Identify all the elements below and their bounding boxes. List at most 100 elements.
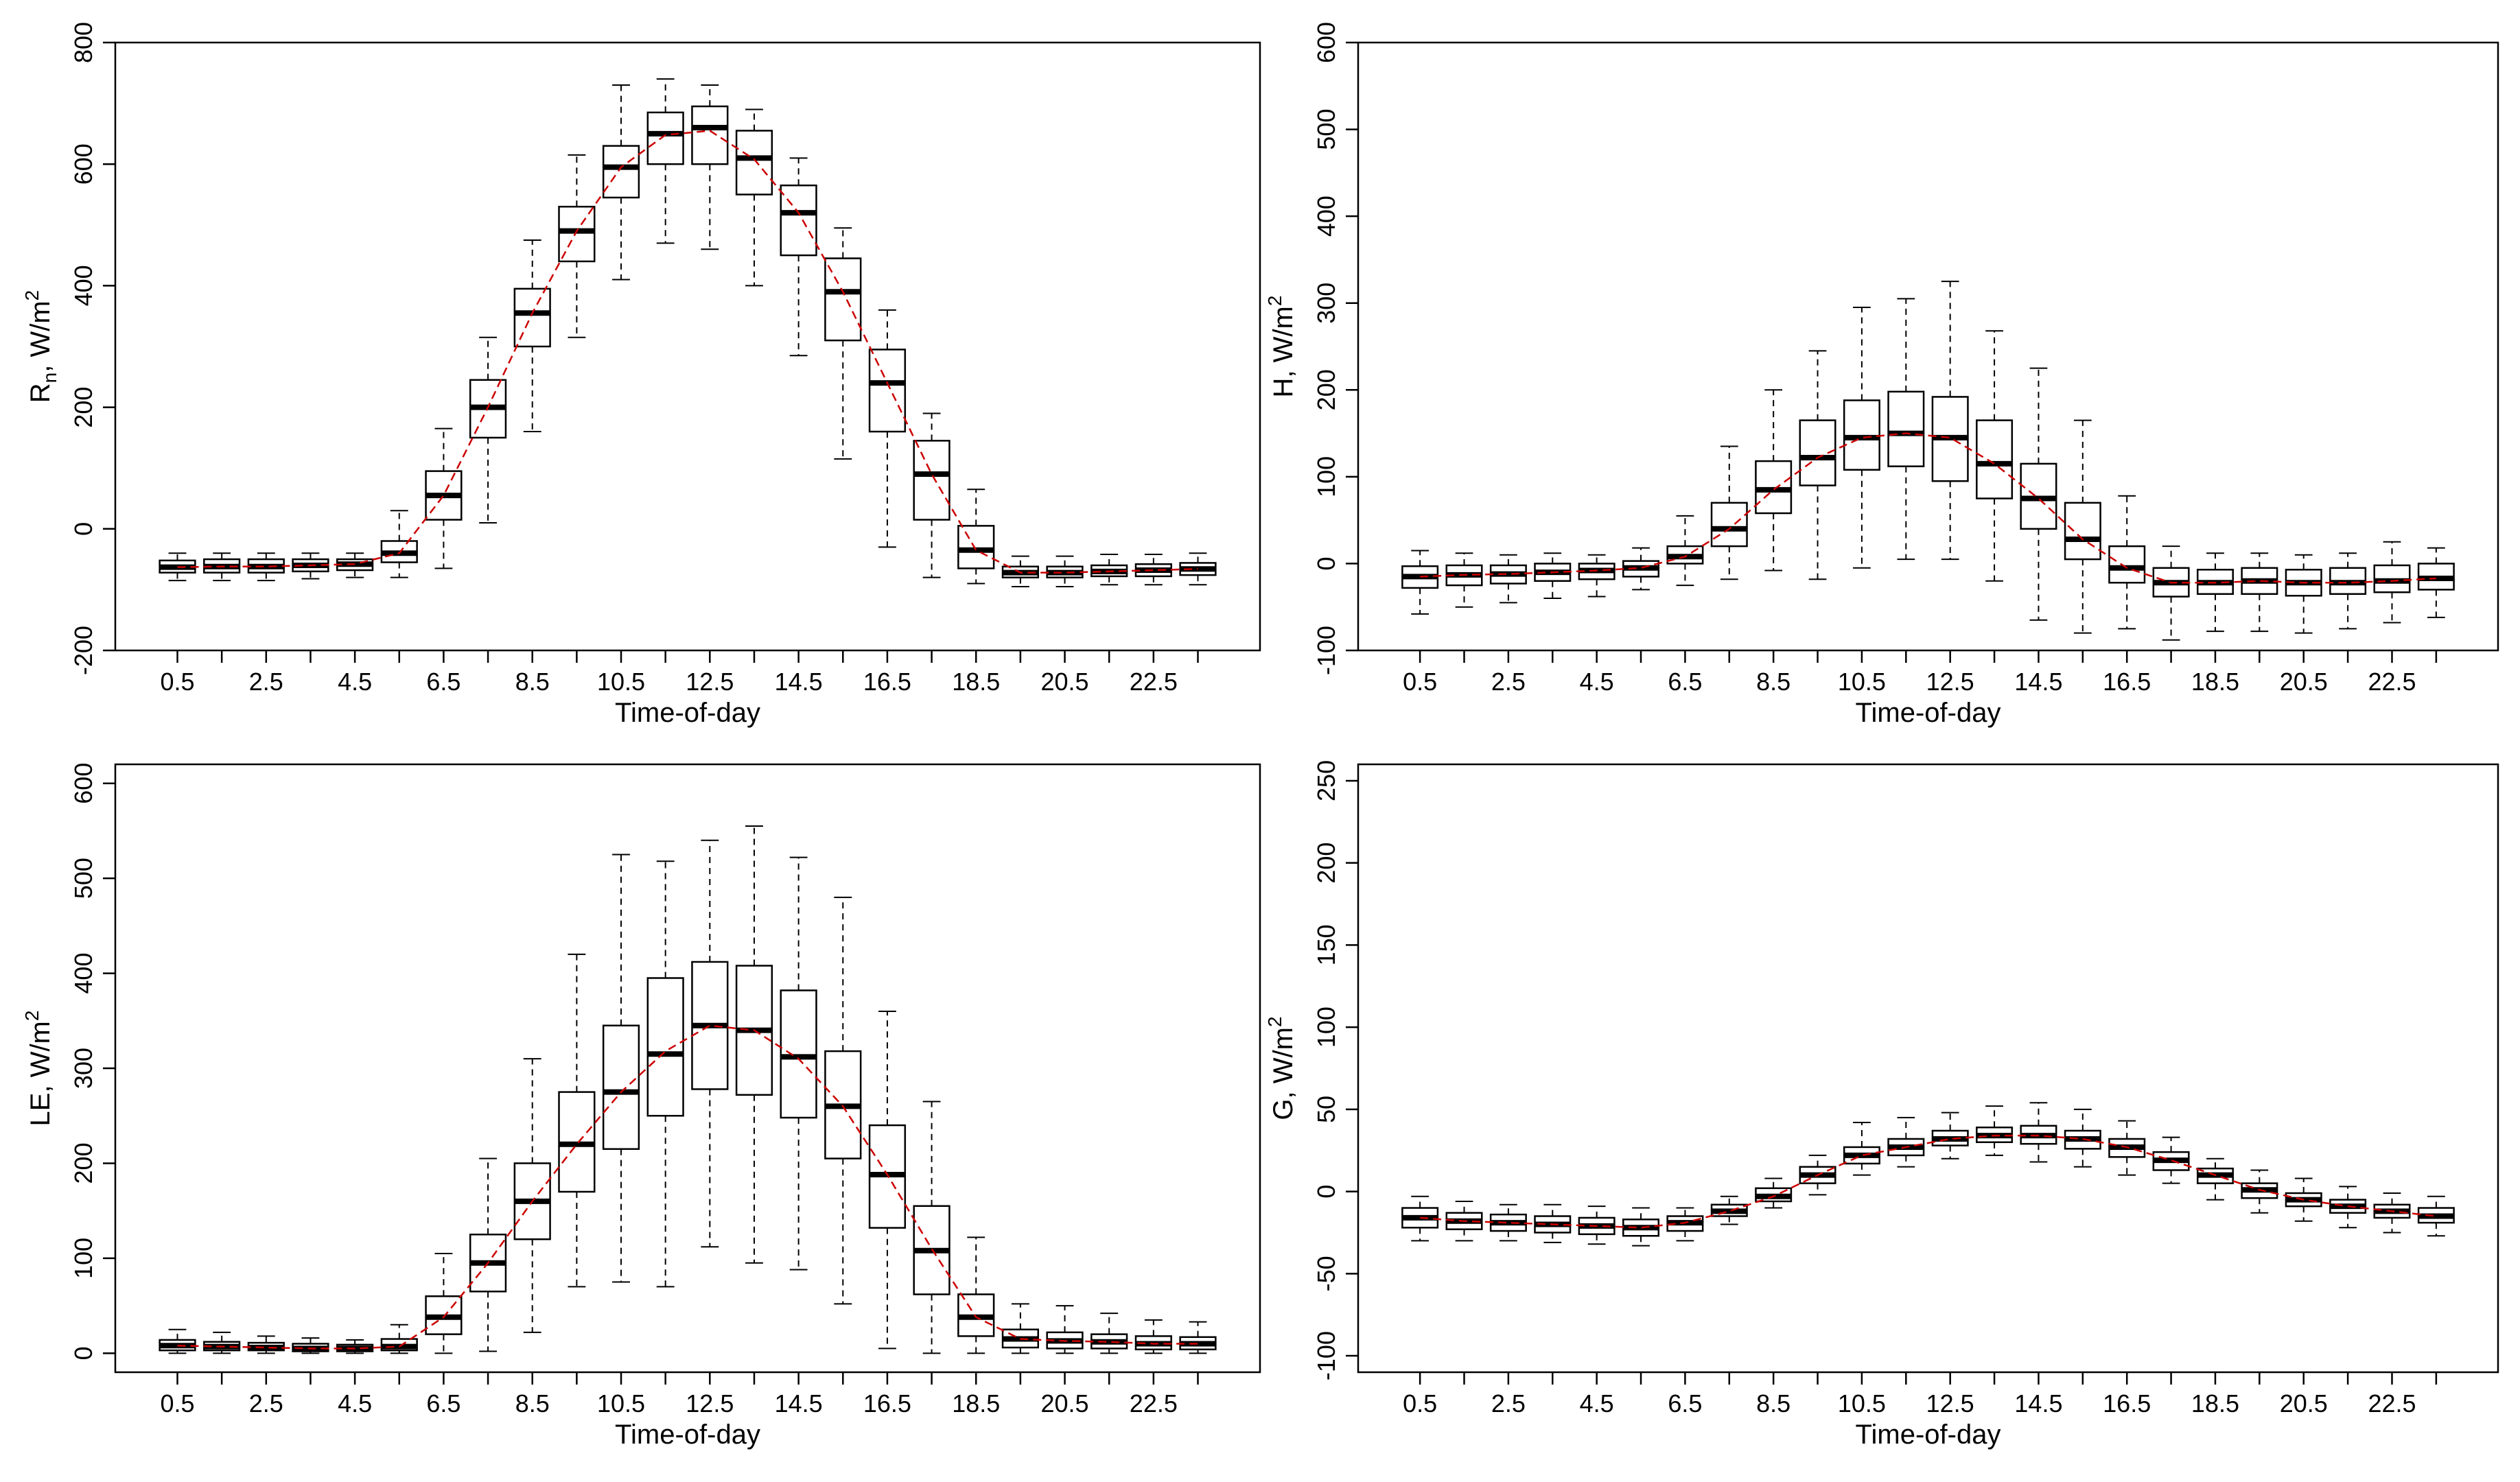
- y-tick-label: 600: [69, 763, 97, 804]
- x-tick-label: 14.5: [775, 668, 823, 696]
- box-iqr: [602, 1024, 640, 1150]
- box-2-5: [247, 1335, 285, 1354]
- x-tick-label: 10.5: [597, 1389, 645, 1418]
- y-tick-label: 600: [1312, 22, 1340, 63]
- y-axis-title-sup: 2: [21, 290, 43, 301]
- y-tick-label: 100: [1312, 1007, 1340, 1048]
- x-tick-label: 6.5: [426, 1389, 460, 1418]
- box-3-5: [1534, 552, 1572, 600]
- x-tick-label: 4.5: [338, 1389, 372, 1418]
- box-1-5: [1445, 552, 1483, 608]
- y-tick-label: 300: [69, 1048, 97, 1089]
- box-iqr: [646, 977, 684, 1117]
- y-tick-label: -100: [1312, 1331, 1340, 1380]
- box-20-5: [1046, 1305, 1084, 1354]
- box-7-5: [1710, 1195, 1748, 1225]
- box-18-5: [2196, 552, 2234, 633]
- y-axis-title: G, W/m2: [1264, 1016, 1298, 1120]
- box-4-5: [336, 552, 374, 578]
- x-tick-label: 16.5: [863, 668, 911, 696]
- box-22-5: [1134, 1319, 1172, 1354]
- x-tick-label: 4.5: [1580, 668, 1614, 696]
- x-tick-label: 10.5: [1838, 668, 1886, 696]
- x-tick-label: 10.5: [597, 668, 645, 696]
- box-14-5: [2020, 1102, 2057, 1163]
- box-8-5: [1755, 389, 1793, 572]
- x-tick-label: 8.5: [1756, 668, 1790, 696]
- x-tick-label: 20.5: [1040, 668, 1088, 696]
- mean-line: [177, 130, 1198, 574]
- panel-h: -100 0 100 200 300 400 500 600 0.5 2.5 4.5 6.5 8.5 10…: [1264, 22, 2499, 728]
- box-11-5: [646, 860, 684, 1288]
- x-tick-label: 4.5: [1580, 1389, 1614, 1418]
- y-tick-label: 0: [1312, 556, 1340, 570]
- box-19-5: [2241, 552, 2278, 633]
- x-tick-label: 16.5: [863, 1389, 911, 1418]
- x-tick-label: 18.5: [2191, 668, 2239, 696]
- box-0-5: [159, 1328, 196, 1354]
- box-23-5: [2417, 547, 2455, 618]
- x-axis-title: Time-of-day: [1856, 1420, 2001, 1450]
- box-7-5: [469, 1157, 507, 1352]
- y-tick-label: 0: [69, 1346, 97, 1360]
- box-23-5: [1179, 1321, 1217, 1354]
- box-4-5: [1578, 554, 1615, 598]
- x-tick-label: 18.5: [2191, 1389, 2239, 1418]
- box-iqr: [1887, 390, 1925, 467]
- box-iqr: [1976, 419, 2014, 499]
- y-tick-label: -200: [69, 626, 97, 675]
- x-tick-label: 14.5: [775, 1389, 823, 1418]
- box-9-5: [1799, 350, 1836, 580]
- x-axis-title: Time-of-day: [1856, 698, 2001, 728]
- box-17-5: [2152, 545, 2190, 641]
- x-tick-label: 10.5: [1838, 1389, 1886, 1418]
- box-iqr: [2064, 502, 2101, 561]
- box-13-5: [1976, 330, 2014, 582]
- box-11-5: [1887, 1116, 1925, 1168]
- panel-rn: -200 0 200 400 600 800 0.5 2.5 4.5 6.5 8.5 10.5 12.5…: [21, 22, 1261, 728]
- y-tick-label: 500: [69, 858, 97, 899]
- box-16-5: [2108, 1120, 2146, 1176]
- x-tick-label: 2.5: [249, 1389, 283, 1418]
- y-tick-label: 300: [1312, 283, 1340, 324]
- x-tick-label: 6.5: [1668, 668, 1702, 696]
- box-11-5: [1887, 298, 1925, 561]
- x-tick-label: 8.5: [1756, 1389, 1790, 1418]
- x-tick-label: 2.5: [249, 668, 283, 696]
- x-tick-label: 22.5: [2368, 668, 2416, 696]
- x-tick-label: 4.5: [338, 668, 372, 696]
- x-tick-label: 14.5: [2014, 1389, 2062, 1418]
- y-axis-title-main: LE: [25, 1093, 56, 1127]
- y-tick-label: 0: [69, 522, 97, 536]
- box-iqr: [2108, 545, 2146, 584]
- box-20-5: [1046, 555, 1084, 587]
- box-7-5: [1710, 445, 1748, 580]
- y-axis-title: Rn, W/m2: [21, 290, 60, 403]
- box-6-5: [1666, 515, 1704, 587]
- x-tick-label: 12.5: [686, 668, 734, 696]
- box-8-5: [513, 1058, 551, 1333]
- box-15-5: [2064, 419, 2101, 634]
- plot-frame: [114, 763, 1261, 1374]
- box-19-5: [1001, 555, 1039, 587]
- box-iqr: [868, 349, 907, 433]
- panel-le: 0 100 200 300 400 500 600 0.5 2.5 4.5 6.5 8.5 10.5 12…: [21, 763, 1261, 1450]
- mean-line: [1420, 1134, 2437, 1229]
- y-tick-label: 800: [69, 22, 97, 63]
- y-axis-title-main: H: [1268, 378, 1298, 398]
- box-15-5: [824, 227, 862, 460]
- box-17-5: [913, 412, 950, 578]
- y-axis-title-unit: , W/m: [1268, 1027, 1298, 1098]
- box-1-5: [203, 1331, 241, 1354]
- box-16-5: [868, 1010, 907, 1350]
- box-18-5: [957, 489, 995, 585]
- y-tick-label: 150: [1312, 924, 1340, 965]
- x-tick-label: 0.5: [1403, 1389, 1437, 1418]
- box-12-5: [1931, 281, 1969, 561]
- y-tick-label: 600: [69, 143, 97, 185]
- y-tick-label: 500: [1312, 109, 1340, 150]
- box-10-5: [1843, 1122, 1880, 1176]
- y-axis-title-main: G: [1268, 1098, 1298, 1120]
- box-20-5: [2285, 554, 2322, 634]
